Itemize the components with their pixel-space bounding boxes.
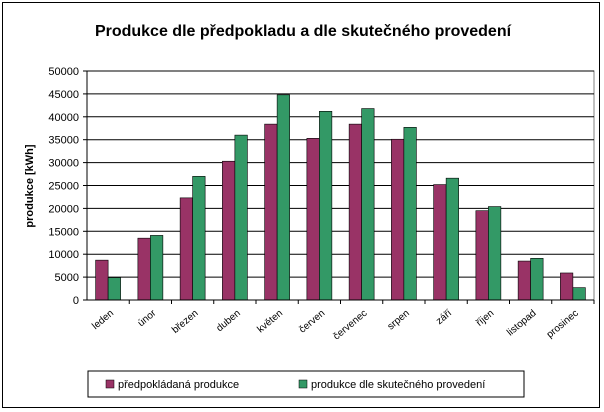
x-tick-label: srpen [386,308,412,333]
legend-swatch [298,379,308,389]
bar-expected [95,259,109,301]
gridlines [87,70,594,278]
bar-expected [222,160,236,301]
bar-expected [560,272,574,301]
bar-actual [572,287,586,301]
bar-expected [517,260,531,301]
y-tick-label: 50000 [48,66,79,78]
bar-expected [137,237,151,301]
bar-actual [403,127,417,301]
y-tick-label: 0 [73,295,79,307]
legend-swatch [105,379,115,389]
bars [95,94,586,301]
bar-expected [306,138,320,301]
bar-actual [319,111,333,301]
bar-actual [445,177,459,301]
bar-actual [192,176,206,301]
y-tick-label: 20000 [48,203,79,215]
x-tick-label: únor [136,307,159,329]
y-tick-label: 25000 [48,181,79,193]
bar-expected [179,197,193,301]
y-tick-label: 45000 [48,89,79,101]
bar-actual [107,277,121,301]
x-tick-label: duben [214,308,242,334]
bar-actual [530,258,544,301]
y-tick-label: 10000 [48,249,79,261]
x-tick-label: březen [170,308,200,336]
bar-expected [391,138,405,301]
x-tick-label: říjen [474,308,496,329]
bar-expected [264,123,278,301]
y-tick-label: 40000 [48,112,79,124]
x-tick-label: září [434,308,454,327]
x-axis-ticks: leden únor březen duben květen červen červenec… [90,300,595,343]
chart-frame: Produkce dle předpokladu a dle skutečnéh… [2,2,600,408]
chart-title: Produkce dle předpokladu a dle skutečnéh… [95,23,512,40]
x-tick-label: červen [297,308,327,336]
legend-label: předpokládaná produkce [118,379,239,391]
x-tick-label: leden [90,308,116,332]
bar-actual [488,206,502,301]
y-tick-label: 35000 [48,135,79,147]
y-tick-label: 15000 [48,226,79,238]
y-tick-label: 30000 [48,158,79,170]
bar-actual [276,94,290,301]
legend-label: produkce dle skutečného provedení [311,379,485,391]
bar-expected [475,210,489,301]
y-axis-label: produkce [kWh] [24,144,36,227]
x-tick-label: listopad [505,308,538,339]
x-tick-label: prosinec [545,308,581,341]
bar-actual [150,235,164,301]
y-tick-label: 5000 [55,272,79,284]
legend: předpokládaná produkce produkce dle skut… [87,370,525,398]
x-tick-label: červenec [331,308,369,343]
bar-actual [234,134,248,301]
chart: Produkce dle předpokladu a dle skutečnéh… [24,23,595,398]
bar-expected [433,184,447,301]
y-axis-ticks: 0 5000 10000 15000 20000 25000 30000 35000 40000… [48,66,87,307]
x-tick-label: květen [255,308,285,335]
bar-actual [361,108,375,301]
bar-expected [348,123,362,301]
